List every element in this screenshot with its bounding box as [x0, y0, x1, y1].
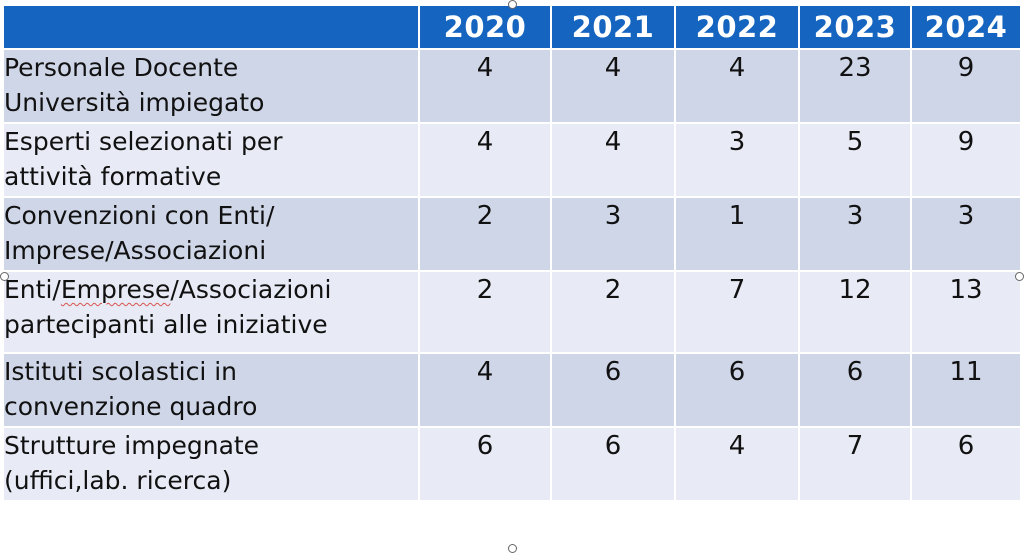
- value-cell: 9: [910, 48, 1022, 124]
- row-label-cell: Strutture impegnate (uffici,lab. ricerca…: [2, 426, 420, 502]
- spellcheck-flagged-word: Emprese: [60, 275, 171, 304]
- row-label-line: Personale Docente: [4, 53, 239, 82]
- row-label-line: Enti/Emprese/Associazioni: [4, 272, 418, 307]
- value-cell: 2: [418, 196, 552, 272]
- row-label-line: Università impiegato: [4, 88, 265, 117]
- header-year-2020: 2020: [418, 4, 552, 50]
- value-cell: 4: [674, 48, 800, 124]
- row-label-line: Istituti scolastici in: [4, 357, 238, 386]
- value-cell: 4: [550, 48, 676, 124]
- row-label-part: /Associazioni: [170, 275, 332, 304]
- value-cell: 6: [418, 426, 552, 502]
- value-cell: 6: [550, 426, 676, 502]
- value-cell: 4: [418, 48, 552, 124]
- table-row: Convenzioni con Enti/ Imprese/Associazio…: [2, 196, 1022, 272]
- resize-handle-top-center[interactable]: [508, 0, 517, 9]
- value-cell: 6: [798, 352, 912, 428]
- data-table[interactable]: 2020 2021 2022 2023 2024 Personale Docen…: [2, 4, 1022, 502]
- value-cell: 5: [798, 122, 912, 198]
- row-label-line: Esperti selezionati per: [4, 127, 283, 156]
- row-label-line: Convenzioni con Enti/: [4, 201, 275, 230]
- value-cell: 3: [910, 196, 1022, 272]
- row-label-line: convenzione quadro: [4, 392, 258, 421]
- row-label-line: attività formative: [4, 162, 222, 191]
- value-cell: 9: [910, 122, 1022, 198]
- row-label-line: Imprese/Associazioni: [4, 236, 267, 265]
- row-label-cell: Esperti selezionati per attività formati…: [2, 122, 420, 198]
- header-year-2023: 2023: [798, 4, 912, 50]
- header-corner-cell: [2, 4, 420, 50]
- value-cell: 11: [910, 352, 1022, 428]
- resize-handle-bottom-center[interactable]: [508, 544, 517, 553]
- value-cell: 12: [798, 270, 912, 354]
- value-cell: 7: [798, 426, 912, 502]
- row-label-cell: Enti/Emprese/Associazioni partecipanti a…: [2, 270, 420, 354]
- value-cell: 4: [550, 122, 676, 198]
- value-cell: 3: [798, 196, 912, 272]
- table-row: Personale Docente Università impiegato 4…: [2, 48, 1022, 124]
- value-cell: 6: [910, 426, 1022, 502]
- value-cell: 4: [674, 426, 800, 502]
- row-label-cell: Istituti scolastici in convenzione quadr…: [2, 352, 420, 428]
- header-row: 2020 2021 2022 2023 2024: [2, 4, 1022, 50]
- value-cell: 4: [418, 352, 552, 428]
- value-cell: 3: [674, 122, 800, 198]
- row-label-line: Strutture impegnate: [4, 431, 260, 460]
- value-cell: 23: [798, 48, 912, 124]
- value-cell: 7: [674, 270, 800, 354]
- header-year-2021: 2021: [550, 4, 676, 50]
- value-cell: 2: [550, 270, 676, 354]
- header-year-2024: 2024: [910, 4, 1022, 50]
- value-cell: 6: [674, 352, 800, 428]
- value-cell: 1: [674, 196, 800, 272]
- value-cell: 4: [418, 122, 552, 198]
- row-label-cell: Personale Docente Università impiegato: [2, 48, 420, 124]
- row-label-line: partecipanti alle iniziative: [4, 310, 328, 339]
- row-label-part: Enti/: [4, 275, 61, 304]
- row-label-cell: Convenzioni con Enti/ Imprese/Associazio…: [2, 196, 420, 272]
- value-cell: 3: [550, 196, 676, 272]
- table-row: Esperti selezionati per attività formati…: [2, 122, 1022, 198]
- header-year-2022: 2022: [674, 4, 800, 50]
- table-row: Enti/Emprese/Associazioni partecipanti a…: [2, 270, 1022, 354]
- row-label-line: (uffici,lab. ricerca): [4, 466, 232, 495]
- table-row: Istituti scolastici in convenzione quadr…: [2, 352, 1022, 428]
- resize-handle-middle-left[interactable]: [0, 272, 9, 281]
- table-row: Strutture impegnate (uffici,lab. ricerca…: [2, 426, 1022, 502]
- value-cell: 6: [550, 352, 676, 428]
- value-cell: 2: [418, 270, 552, 354]
- resize-handle-middle-right[interactable]: [1015, 272, 1024, 281]
- value-cell: 13: [910, 270, 1022, 354]
